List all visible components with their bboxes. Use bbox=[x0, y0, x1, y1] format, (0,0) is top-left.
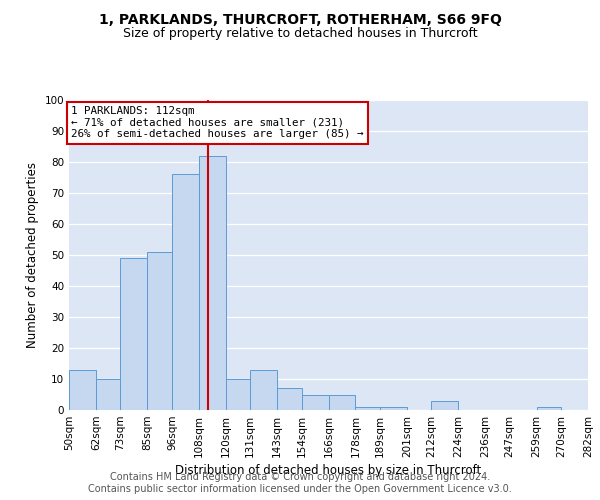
Bar bbox=[69, 370, 96, 410]
Bar bbox=[199, 156, 226, 410]
Bar bbox=[147, 252, 172, 410]
Bar bbox=[96, 379, 121, 410]
Bar bbox=[172, 174, 199, 410]
X-axis label: Distribution of detached houses by size in Thurcroft: Distribution of detached houses by size … bbox=[175, 464, 482, 477]
Text: 1, PARKLANDS, THURCROFT, ROTHERHAM, S66 9FQ: 1, PARKLANDS, THURCROFT, ROTHERHAM, S66 … bbox=[98, 12, 502, 26]
Y-axis label: Number of detached properties: Number of detached properties bbox=[26, 162, 39, 348]
Text: Size of property relative to detached houses in Thurcroft: Size of property relative to detached ho… bbox=[122, 28, 478, 40]
Bar bbox=[431, 400, 458, 410]
Bar bbox=[380, 407, 407, 410]
Bar bbox=[277, 388, 302, 410]
Text: 1 PARKLANDS: 112sqm
← 71% of detached houses are smaller (231)
26% of semi-detac: 1 PARKLANDS: 112sqm ← 71% of detached ho… bbox=[71, 106, 364, 140]
Bar bbox=[355, 407, 380, 410]
Bar bbox=[329, 394, 355, 410]
Bar bbox=[302, 394, 329, 410]
Bar bbox=[226, 379, 250, 410]
Bar bbox=[536, 407, 561, 410]
Text: Contains HM Land Registry data © Crown copyright and database right 2024.
Contai: Contains HM Land Registry data © Crown c… bbox=[88, 472, 512, 494]
Bar bbox=[250, 370, 277, 410]
Bar bbox=[121, 258, 147, 410]
